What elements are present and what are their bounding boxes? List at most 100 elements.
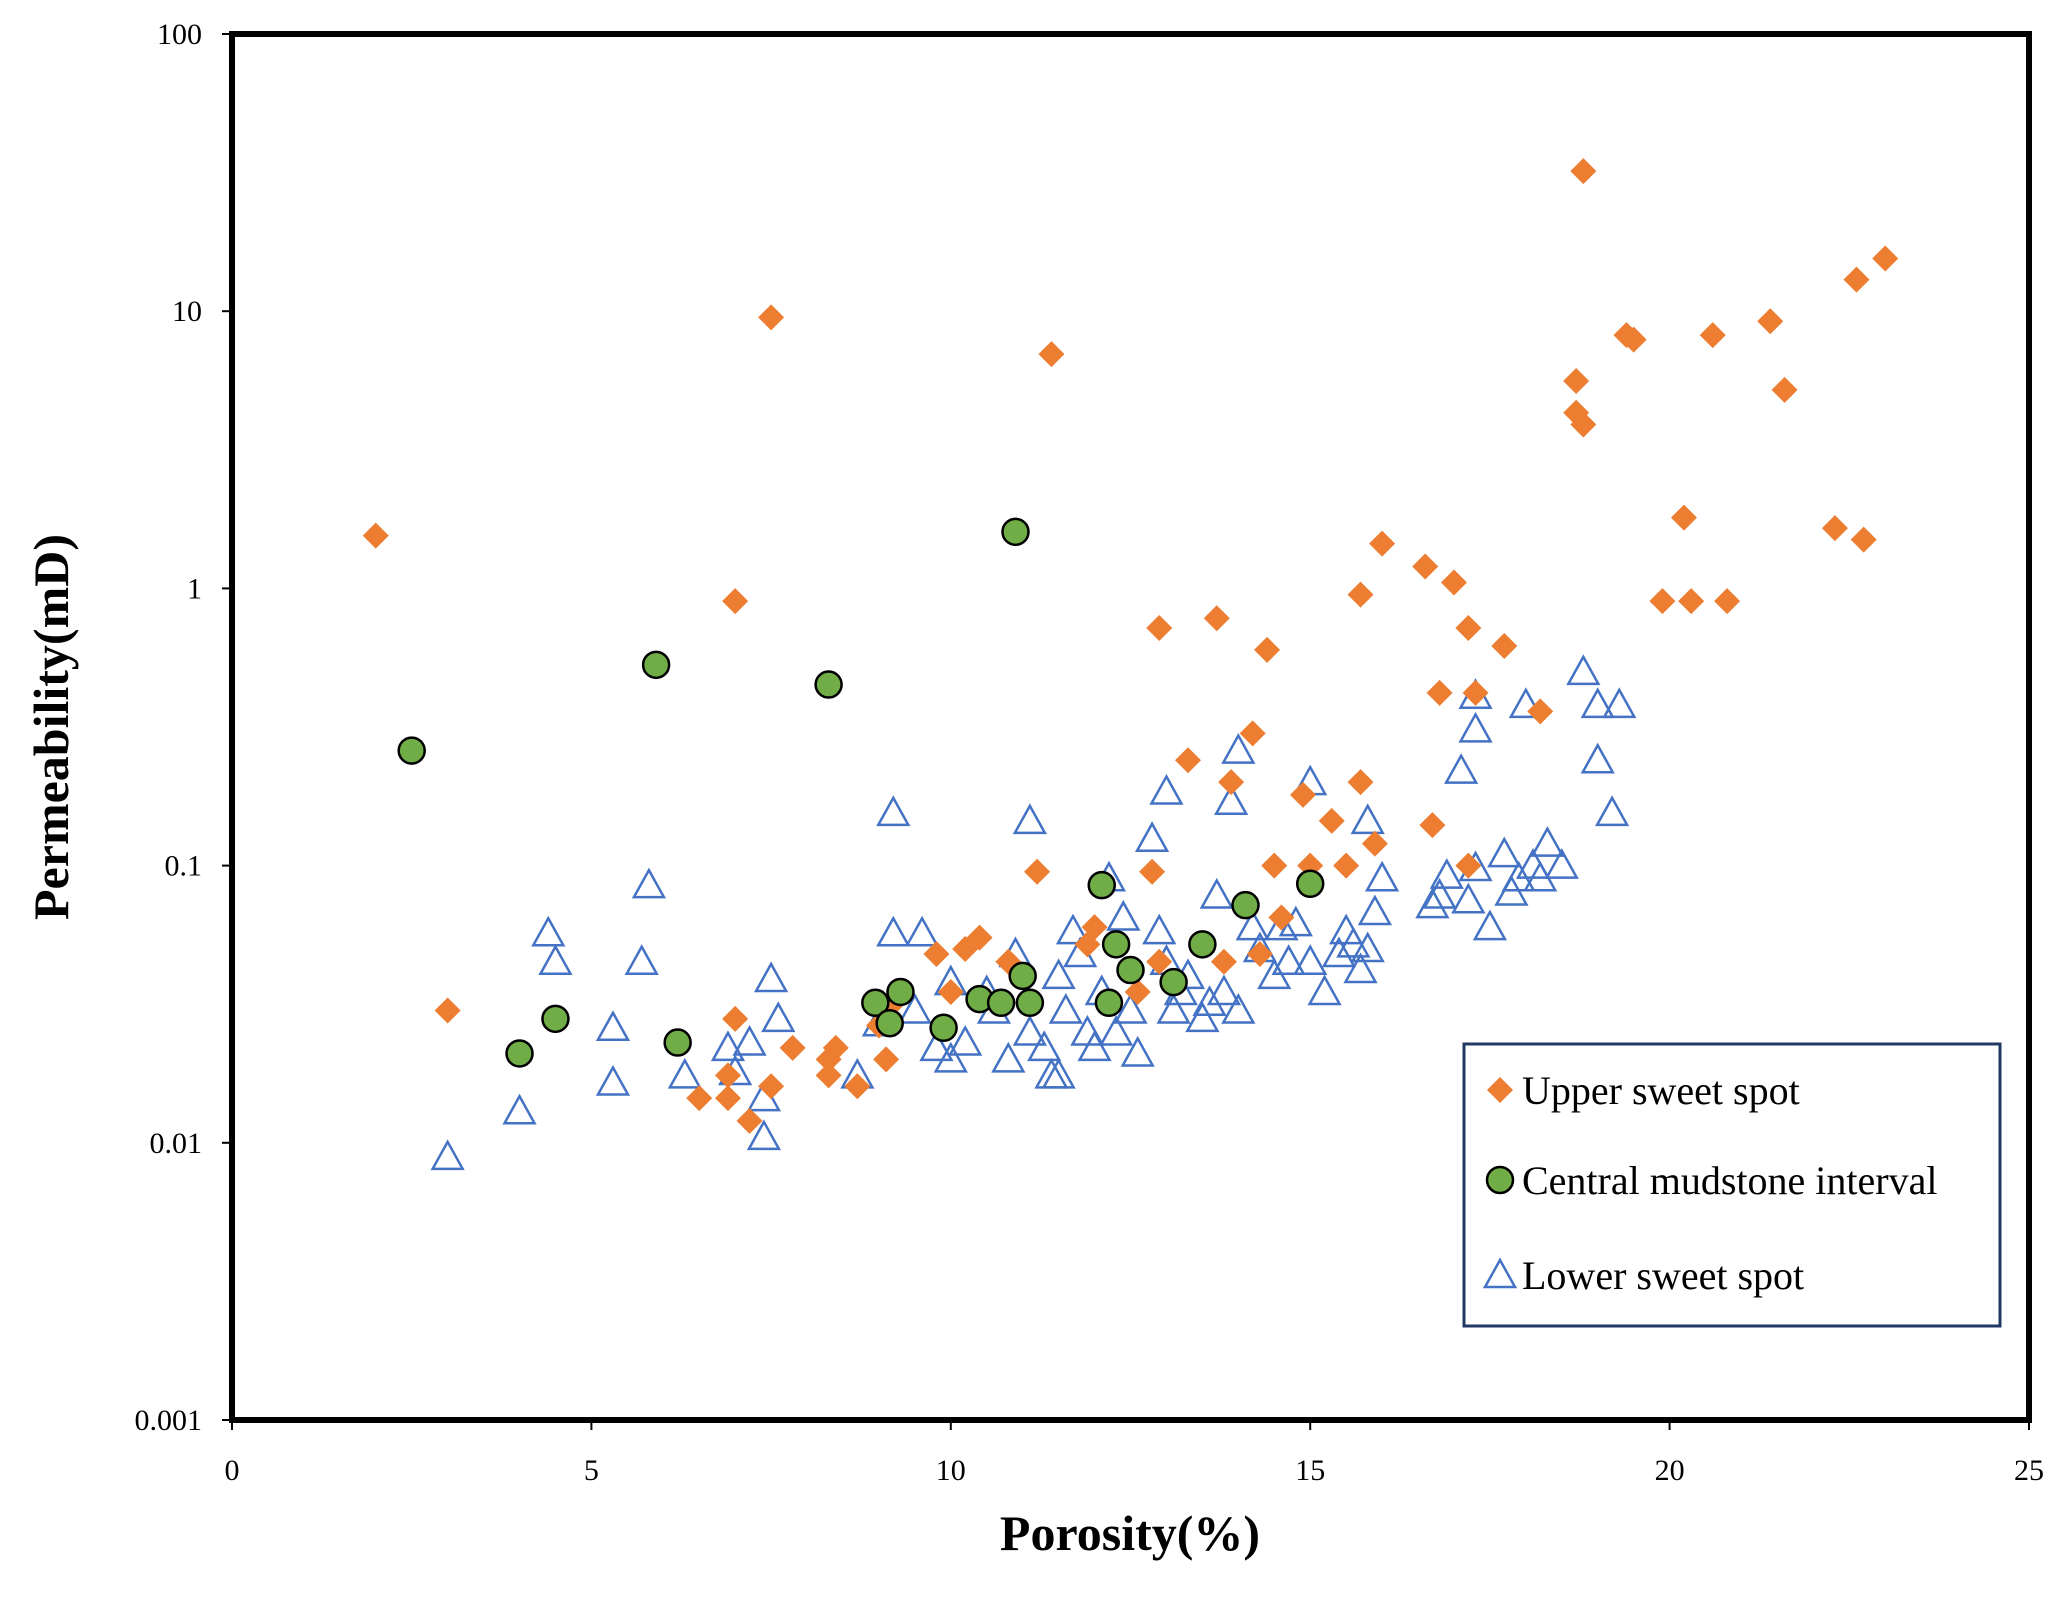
triangle-point xyxy=(1580,742,1615,774)
diamond-point xyxy=(822,1034,849,1061)
legend-triangle-symbol xyxy=(1482,1257,1518,1289)
diamond-point xyxy=(686,1085,713,1112)
diamond-point xyxy=(1347,769,1374,796)
triangle-point xyxy=(531,915,566,947)
triangle-point xyxy=(1530,826,1565,857)
y-tick-label: 100 xyxy=(157,18,202,51)
circle-point xyxy=(397,736,426,765)
triangle-point xyxy=(1192,985,1227,1017)
x-tick-label: 5 xyxy=(584,1454,599,1487)
x-tick-label: 0 xyxy=(225,1454,240,1487)
triangle-point xyxy=(1142,913,1177,945)
triangle-point xyxy=(1458,711,1493,743)
diamond-point xyxy=(758,1073,785,1100)
triangle-point xyxy=(1106,899,1141,931)
triangle-point xyxy=(1487,836,1522,868)
y-tick-label: 0.1 xyxy=(165,850,203,883)
circle-point xyxy=(1295,869,1325,899)
diamond-point xyxy=(844,1073,871,1100)
triangle-point xyxy=(1264,909,1299,941)
diamond-point xyxy=(1139,858,1166,885)
legend-label: Lower sweet spot xyxy=(1522,1253,1804,1298)
diamond-point xyxy=(1268,904,1295,931)
triangle-point xyxy=(1293,944,1328,975)
triangle-point xyxy=(1149,773,1184,805)
diamond-point xyxy=(1290,781,1317,808)
triangle-point xyxy=(1120,1035,1155,1067)
triangle-point xyxy=(1206,974,1242,1006)
circle-point xyxy=(814,670,843,699)
legend-diamond-symbol xyxy=(1487,1077,1513,1103)
triangle-point xyxy=(624,944,659,975)
circle-point xyxy=(886,977,915,1007)
x-tick-label: 10 xyxy=(936,1454,966,1487)
diamond-point xyxy=(1563,368,1590,395)
triangle-point xyxy=(1544,848,1579,879)
diamond-point xyxy=(1218,769,1245,796)
y-tick-label: 0.01 xyxy=(150,1127,203,1160)
diamond-point xyxy=(736,1107,763,1134)
circle-point xyxy=(541,1004,570,1034)
triangle-point xyxy=(1041,1057,1076,1089)
circle-point xyxy=(1001,517,1030,547)
y-tick-label: 10 xyxy=(172,295,202,328)
diamond-point xyxy=(1038,341,1065,368)
triangle-point xyxy=(1199,877,1234,909)
series-diamond xyxy=(362,158,1899,1134)
triangle-point xyxy=(1472,909,1508,941)
circle-point xyxy=(1231,890,1260,920)
triangle-point xyxy=(595,1064,631,1096)
diamond-point xyxy=(1203,605,1230,632)
legend-entries: Upper sweet spot Central mudstone interva… xyxy=(1482,1068,1937,1298)
circle-point xyxy=(986,988,1016,1018)
triangle-point xyxy=(1113,992,1148,1024)
triangle-point xyxy=(919,1030,954,1062)
triangle-point xyxy=(1350,803,1385,835)
triangle-point xyxy=(1012,803,1047,835)
diamond-point xyxy=(1455,852,1482,879)
diamond-point xyxy=(1412,553,1439,580)
triangle-point xyxy=(732,1024,767,1056)
triangle-point xyxy=(1350,931,1385,963)
diamond-point xyxy=(1347,581,1374,608)
x-axis-ticks: 0 5 10 15 20 25 xyxy=(225,1420,2044,1487)
diamond-point xyxy=(434,997,461,1024)
triangle-point xyxy=(710,1030,746,1062)
diamond-point xyxy=(1462,679,1489,706)
triangle-point xyxy=(1594,795,1630,827)
triangle-point xyxy=(1185,1001,1220,1033)
diamond-point xyxy=(1246,940,1273,967)
circle-point xyxy=(1087,870,1116,900)
triangle-point xyxy=(876,795,911,827)
diamond-point xyxy=(815,1062,842,1089)
triangle-point xyxy=(502,1093,537,1125)
triangle-point xyxy=(1602,687,1637,719)
triangle-point xyxy=(1444,753,1479,784)
triangle-point xyxy=(1027,1030,1062,1062)
diamond-point xyxy=(1699,322,1726,349)
diamond-point xyxy=(1491,632,1518,659)
series-circle xyxy=(397,517,1325,1068)
triangle-point xyxy=(1343,952,1378,984)
diamond-point xyxy=(722,1005,749,1032)
diamond-point xyxy=(1872,245,1899,272)
diamond-point xyxy=(1146,614,1173,641)
diamond-point xyxy=(1254,636,1281,663)
series-triangle xyxy=(430,654,1637,1171)
triangle-point xyxy=(933,1041,968,1073)
circle-point xyxy=(1159,967,1188,997)
triangle-point xyxy=(430,1139,465,1171)
diamond-point xyxy=(1821,515,1848,542)
triangle-point xyxy=(1307,974,1342,1006)
triangle-point xyxy=(1566,654,1601,686)
triangle-point xyxy=(1451,882,1486,914)
triangle-point xyxy=(1221,732,1256,764)
diamond-point xyxy=(1670,504,1697,531)
triangle-point xyxy=(753,961,789,993)
y-tick-label: 0.001 xyxy=(135,1404,203,1437)
legend-label: Upper sweet spot xyxy=(1522,1068,1800,1113)
diamond-point xyxy=(1369,530,1396,557)
triangle-point xyxy=(1134,821,1170,852)
triangle-point xyxy=(991,1041,1026,1073)
circle-point xyxy=(1188,930,1217,959)
